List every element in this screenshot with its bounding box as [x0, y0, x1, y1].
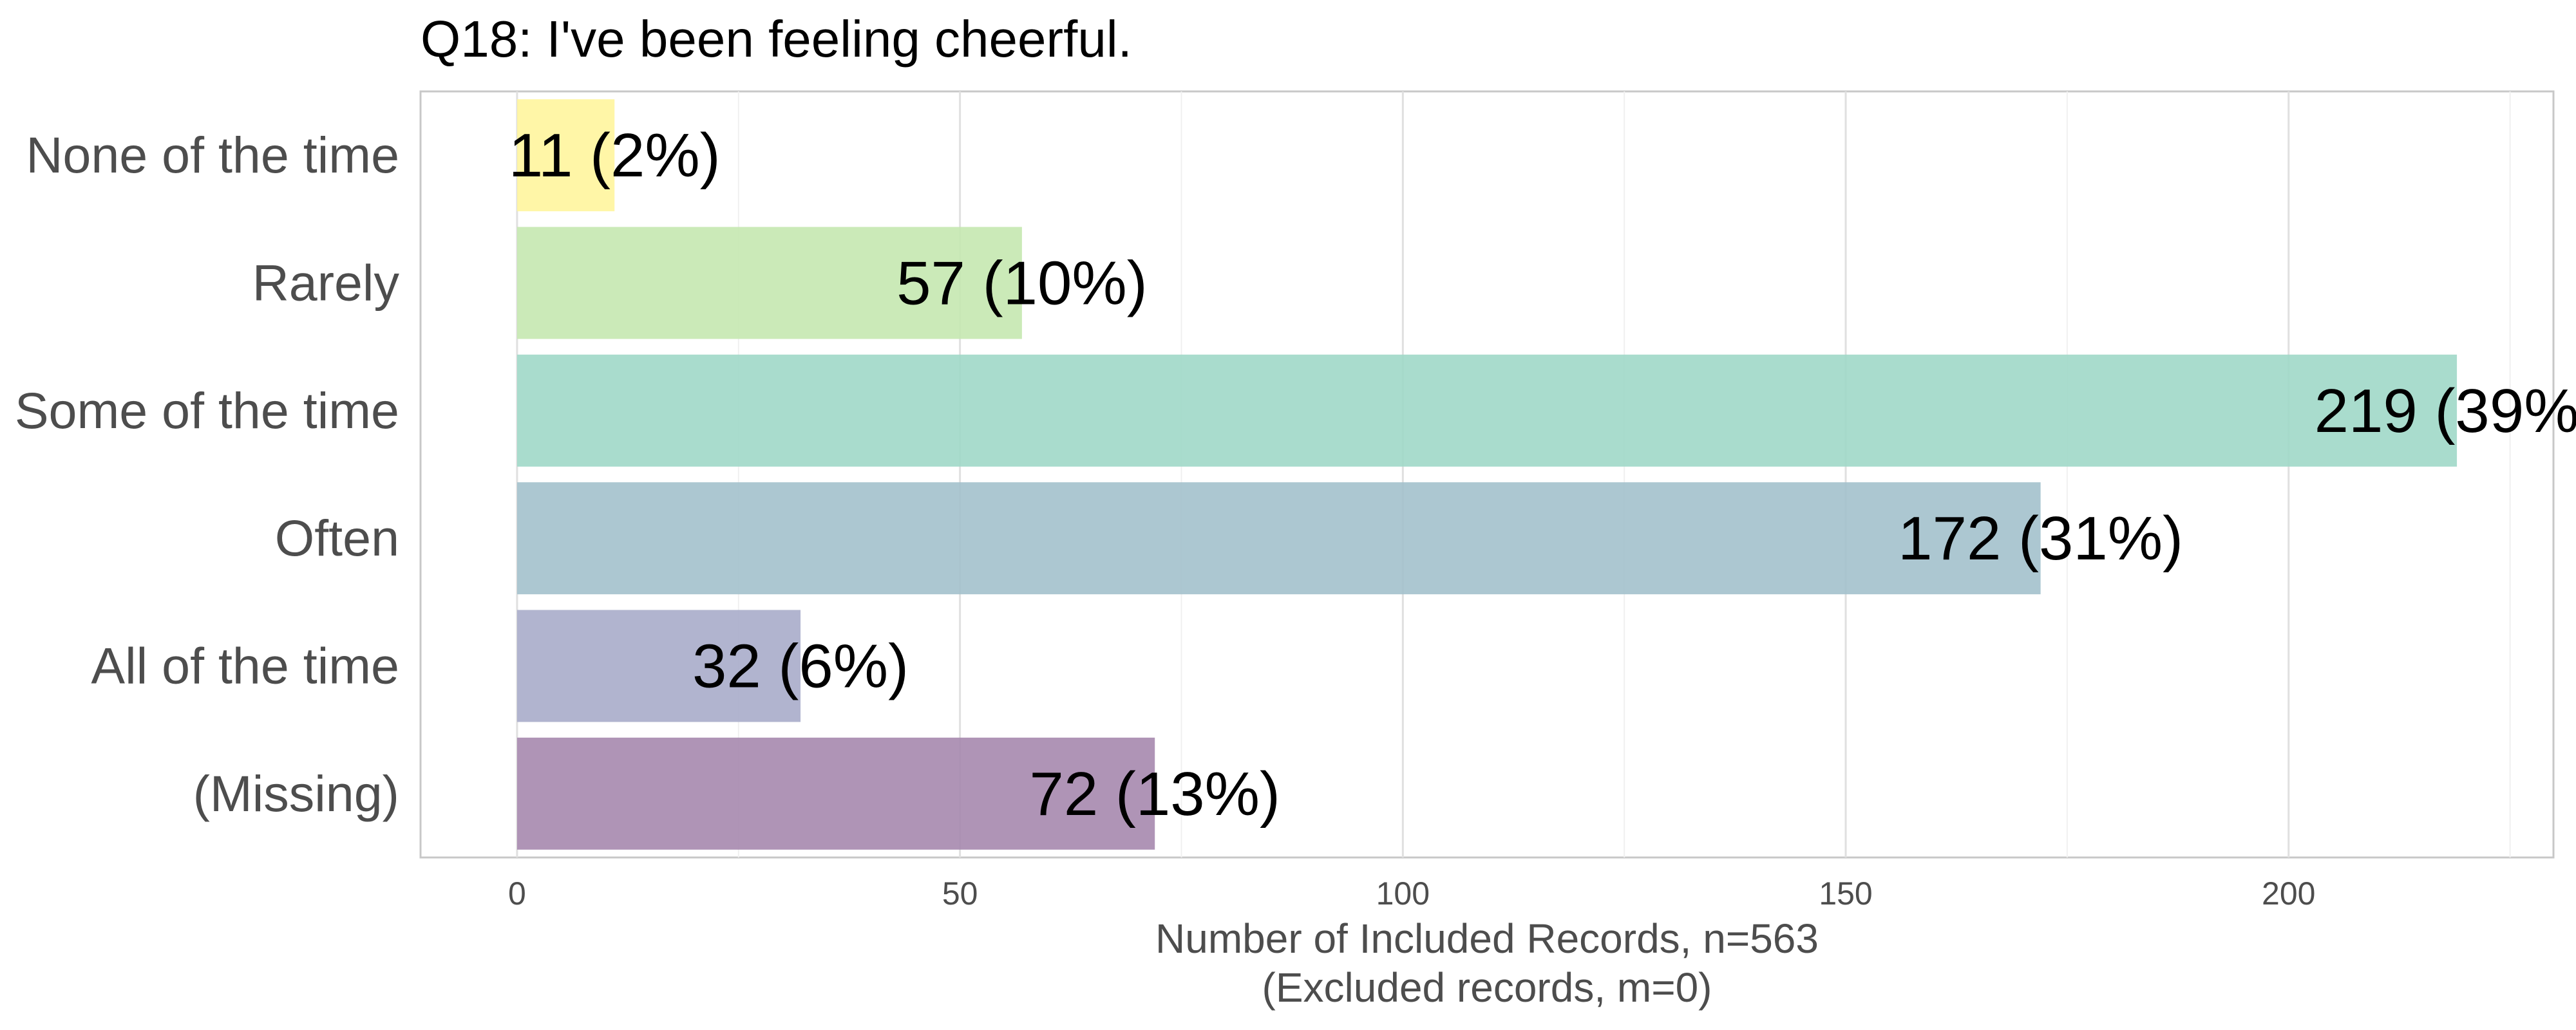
data-label: 72 (13%)	[1029, 760, 1280, 829]
data-label: 172 (31%)	[1898, 504, 2183, 573]
category-label: Some of the time	[15, 382, 399, 439]
gridlines	[516, 91, 2511, 857]
chart-title: Q18: I've been feeling cheerful.	[421, 10, 1132, 68]
data-label: 11 (2%)	[509, 121, 721, 190]
category-label: (Missing)	[193, 765, 399, 822]
bars	[516, 99, 2458, 850]
bar	[516, 737, 1155, 850]
bar	[516, 227, 1022, 339]
x-tick-label: 50	[942, 876, 978, 912]
x-axis-subtitle: (Excluded records, m=0)	[1262, 964, 1712, 1011]
category-label: All of the time	[91, 637, 399, 695]
category-label: Rarely	[252, 254, 400, 312]
plot-panel-border	[419, 90, 2555, 859]
x-tick-label: 0	[508, 876, 526, 912]
bar	[516, 610, 801, 722]
x-tick-label: 100	[1376, 876, 1430, 912]
data-label: 32 (6%)	[692, 632, 909, 701]
data-labels: 11 (2%) 57 (10%) 219 (39%) 172 (31%) 32 (6%)…	[509, 121, 2576, 829]
data-label: 219 (39%)	[2315, 377, 2576, 445]
data-label: 57 (10%)	[896, 249, 1148, 318]
bar	[516, 482, 2041, 595]
category-label: Often	[275, 509, 399, 566]
bar	[516, 99, 615, 212]
x-axis-title: Number of Included Records, n=563	[1155, 915, 1819, 962]
category-label: None of the time	[26, 126, 399, 183]
bar	[516, 354, 2458, 467]
category-axis: None of the time Rarely Some of the time Of…	[15, 126, 400, 822]
x-axis-ticks: 0 50 100 150 200	[508, 876, 2315, 912]
x-tick-label: 150	[1819, 876, 1872, 912]
x-tick-label: 200	[2262, 876, 2315, 912]
